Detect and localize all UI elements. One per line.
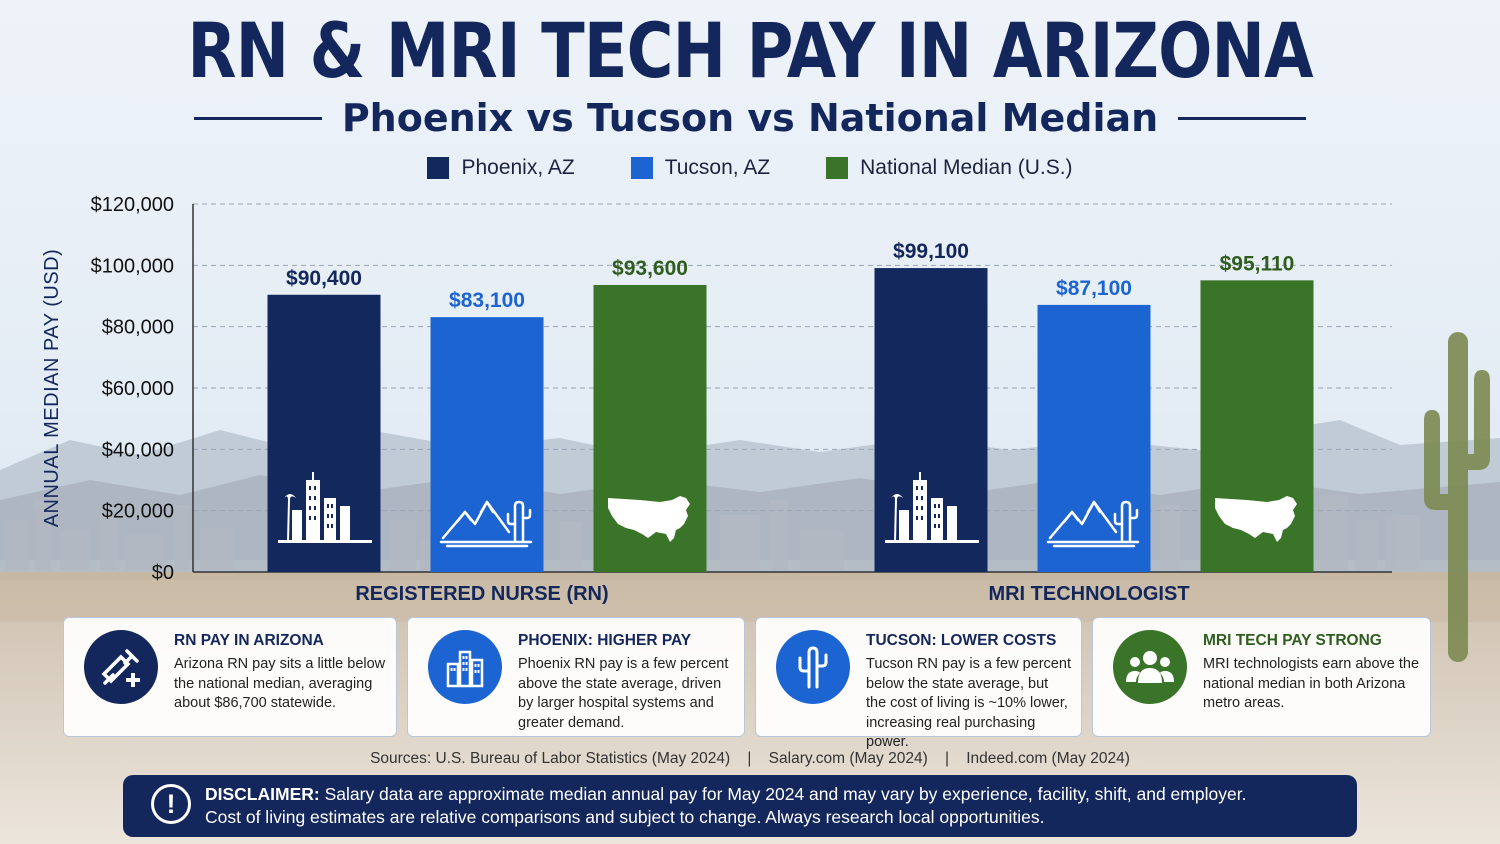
usa-map-icon xyxy=(608,496,690,542)
legend-label-national: National Median (U.S.) xyxy=(860,156,1073,179)
legend-item-tucson: Tucson, AZ xyxy=(630,156,771,180)
y-tick-label: $40,000 xyxy=(102,439,174,461)
x-category-label: MRI TECHNOLOGIST xyxy=(988,583,1189,605)
y-tick-label: $0 xyxy=(152,562,174,584)
legend-swatch-national xyxy=(826,157,849,179)
people-group-icon xyxy=(1113,630,1187,704)
disclaimer-text-1: Salary data are approximate median annua… xyxy=(324,784,1247,804)
legend-label-phoenix: Phoenix, AZ xyxy=(461,156,575,179)
page-subtitle: Phoenix vs Tucson vs National Median xyxy=(341,96,1159,140)
card-title: RN PAY IN ARIZONA xyxy=(174,632,324,649)
usa-map-icon xyxy=(1215,496,1297,542)
source-salary: Salary.com (May 2024) xyxy=(768,750,928,767)
subtitle-row: Phoenix vs Tucson vs National Median xyxy=(0,96,1500,140)
page-title: RN & MRI TECH PAY IN ARIZONA xyxy=(187,6,1313,95)
y-tick-label: $100,000 xyxy=(91,255,174,277)
subtitle-rule-left xyxy=(193,116,322,120)
syringe-cross-icon xyxy=(84,630,158,704)
y-tick-label: $20,000 xyxy=(102,501,174,523)
bar-value-label: $90,400 xyxy=(286,267,362,290)
legend-swatch-tucson xyxy=(630,157,653,179)
chart-legend: Phoenix, AZ Tucson, AZ National Median (… xyxy=(0,156,1500,180)
bar-value-label: $83,100 xyxy=(449,289,525,312)
source-bls: U.S. Bureau of Labor Statistics (May 202… xyxy=(435,750,731,767)
card-title: MRI TECH PAY STRONG xyxy=(1203,632,1382,649)
card-text: MRI technologists earn above the nationa… xyxy=(1203,656,1420,711)
card-text: Tucson RN pay is a few percent below the… xyxy=(866,656,1071,750)
city-skyline-icon xyxy=(885,472,979,543)
disclaimer-line-1: DISCLAIMER: Salary data are approximate … xyxy=(205,783,1357,806)
y-tick-label: $120,000 xyxy=(91,194,174,216)
legend-swatch-phoenix xyxy=(427,157,450,179)
exclamation-circle-icon: ! xyxy=(151,784,191,824)
source-indeed: Indeed.com (May 2024) xyxy=(966,750,1130,767)
card-title: PHOENIX: HIGHER PAY xyxy=(518,632,692,649)
y-axis-label: ANNUAL MEDIAN PAY (USD) xyxy=(41,249,63,528)
card-text: Arizona RN pay sits a little below the n… xyxy=(174,656,386,711)
mountain-cactus-icon xyxy=(1046,500,1140,548)
card-title: TUCSON: LOWER COSTS xyxy=(866,632,1057,649)
legend-item-national: National Median (U.S.) xyxy=(826,156,1073,180)
card-tucson: TUCSON: LOWER COSTS Tucson RN pay is a f… xyxy=(755,617,1082,750)
sources-line: Sources: U.S. Bureau of Labor Statistics… xyxy=(370,750,1130,767)
disclaimer-box: ! DISCLAIMER: Salary data are approximat… xyxy=(123,775,1357,837)
city-skyline-icon xyxy=(278,472,372,543)
bar-1-1 xyxy=(1037,304,1151,572)
legend-item-phoenix: Phoenix, AZ xyxy=(427,156,575,180)
subtitle-rule-right xyxy=(1178,116,1307,120)
y-tick-label: $60,000 xyxy=(102,378,174,400)
card-phoenix: PHOENIX: HIGHER PAY Phoenix RN pay is a … xyxy=(407,617,745,737)
mountain-cactus-icon xyxy=(439,500,533,548)
disclaimer-label: DISCLAIMER: xyxy=(205,784,320,804)
card-rn-pay: RN PAY IN ARIZONA Arizona RN pay sits a … xyxy=(63,617,397,737)
x-category-label: REGISTERED NURSE (RN) xyxy=(355,583,608,605)
card-mri-pay: MRI TECH PAY STRONG MRI technologists ea… xyxy=(1092,617,1431,737)
bar-value-label: $87,100 xyxy=(1056,277,1132,300)
insight-cards: RN PAY IN ARIZONA Arizona RN pay sits a … xyxy=(63,617,1431,750)
sources-prefix: Sources: xyxy=(370,750,432,767)
bar-value-label: $99,100 xyxy=(893,240,969,263)
y-tick-label: $80,000 xyxy=(102,317,174,339)
bar-value-label: $95,110 xyxy=(1220,252,1295,275)
cactus-icon xyxy=(776,630,850,704)
disclaimer-text-2: Cost of living estimates are relative co… xyxy=(205,807,1045,827)
bar-value-label: $93,600 xyxy=(612,257,688,280)
buildings-icon xyxy=(428,630,502,704)
legend-label-tucson: Tucson, AZ xyxy=(664,156,771,179)
card-text: Phoenix RN pay is a few percent above th… xyxy=(518,656,729,731)
